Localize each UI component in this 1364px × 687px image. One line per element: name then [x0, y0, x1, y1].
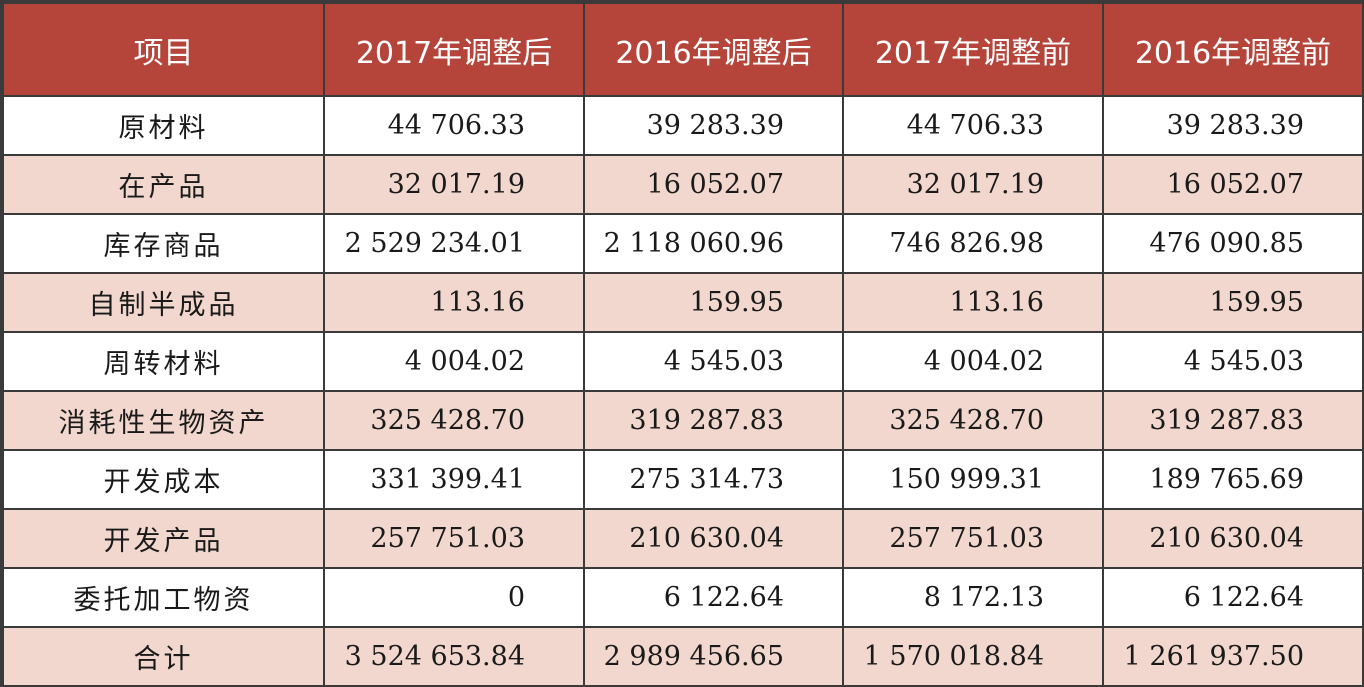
- total-label: 合计: [2, 626, 325, 687]
- cell-2017-before: 325 428.70: [842, 390, 1104, 451]
- header-2016-before: 2016年调整前: [1102, 2, 1364, 97]
- header-2017-before: 2017年调整前: [842, 2, 1104, 97]
- cell-2016-after: 210 630.04: [583, 508, 844, 569]
- row-item-label: 消耗性生物资产: [2, 390, 325, 451]
- cell-2017-after: 113.16: [323, 272, 585, 333]
- cell-2017-before: 150 999.31: [842, 449, 1104, 510]
- row-item-label: 周转材料: [2, 331, 325, 392]
- row-item-label: 自制半成品: [2, 272, 325, 333]
- table-row: 委托加工物资 0 6 122.64 8 172.13 6 122.64: [2, 567, 1364, 628]
- cell-2016-after: 2 118 060.96: [583, 213, 844, 274]
- cell-2017-before: 44 706.33: [842, 95, 1104, 156]
- cell-2017-before: 8 172.13: [842, 567, 1104, 628]
- table-header: 项目 2017年调整后 2016年调整后 2017年调整前 2016年调整前: [2, 2, 1364, 97]
- cell-2017-after: 0: [323, 567, 585, 628]
- cell-2016-after: 159.95: [583, 272, 844, 333]
- cell-2016-before: 189 765.69: [1102, 449, 1364, 510]
- cell-2016-after: 4 545.03: [583, 331, 844, 392]
- total-row: 合计 3 524 653.84 2 989 456.65 1 570 018.8…: [2, 626, 1364, 687]
- cell-2016-before: 4 545.03: [1102, 331, 1364, 392]
- cell-2017-after: 2 529 234.01: [323, 213, 585, 274]
- row-item-label: 在产品: [2, 154, 325, 215]
- header-row: 项目 2017年调整后 2016年调整后 2017年调整前 2016年调整前: [2, 2, 1364, 97]
- cell-2017-before: 113.16: [842, 272, 1104, 333]
- table-row: 开发产品 257 751.03 210 630.04 257 751.03 21…: [2, 508, 1364, 569]
- cell-2017-after: 325 428.70: [323, 390, 585, 451]
- row-item-label: 开发产品: [2, 508, 325, 569]
- cell-2016-after: 16 052.07: [583, 154, 844, 215]
- total-2016-after: 2 989 456.65: [583, 626, 844, 687]
- cell-2017-before: 4 004.02: [842, 331, 1104, 392]
- cell-2017-before: 32 017.19: [842, 154, 1104, 215]
- cell-2017-before: 257 751.03: [842, 508, 1104, 569]
- table-body: 原材料 44 706.33 39 283.39 44 706.33 39 283…: [2, 95, 1364, 687]
- header-item: 项目: [2, 2, 325, 97]
- row-item-label: 原材料: [2, 95, 325, 156]
- cell-2017-after: 44 706.33: [323, 95, 585, 156]
- table-row: 开发成本 331 399.41 275 314.73 150 999.31 18…: [2, 449, 1364, 510]
- cell-2016-before: 159.95: [1102, 272, 1364, 333]
- cell-2016-before: 319 287.83: [1102, 390, 1364, 451]
- header-2016-after: 2016年调整后: [583, 2, 844, 97]
- cell-2017-after: 32 017.19: [323, 154, 585, 215]
- total-2017-after: 3 524 653.84: [323, 626, 585, 687]
- total-2017-before: 1 570 018.84: [842, 626, 1104, 687]
- table-row: 消耗性生物资产 325 428.70 319 287.83 325 428.70…: [2, 390, 1364, 451]
- table-row: 原材料 44 706.33 39 283.39 44 706.33 39 283…: [2, 95, 1364, 156]
- table-row: 在产品 32 017.19 16 052.07 32 017.19 16 052…: [2, 154, 1364, 215]
- table-row: 库存商品 2 529 234.01 2 118 060.96 746 826.9…: [2, 213, 1364, 274]
- header-2017-after: 2017年调整后: [323, 2, 585, 97]
- table-row: 自制半成品 113.16 159.95 113.16 159.95: [2, 272, 1364, 333]
- cell-2017-after: 331 399.41: [323, 449, 585, 510]
- cell-2016-after: 6 122.64: [583, 567, 844, 628]
- table-row: 周转材料 4 004.02 4 545.03 4 004.02 4 545.03: [2, 331, 1364, 392]
- cell-2016-before: 6 122.64: [1102, 567, 1364, 628]
- cell-2017-after: 4 004.02: [323, 331, 585, 392]
- cell-2016-before: 16 052.07: [1102, 154, 1364, 215]
- total-2016-before: 1 261 937.50: [1102, 626, 1364, 687]
- row-item-label: 委托加工物资: [2, 567, 325, 628]
- cell-2016-before: 39 283.39: [1102, 95, 1364, 156]
- row-item-label: 开发成本: [2, 449, 325, 510]
- cell-2016-before: 210 630.04: [1102, 508, 1364, 569]
- cell-2016-after: 275 314.73: [583, 449, 844, 510]
- cell-2016-after: 319 287.83: [583, 390, 844, 451]
- cell-2016-before: 476 090.85: [1102, 213, 1364, 274]
- cell-2017-before: 746 826.98: [842, 213, 1104, 274]
- cell-2017-after: 257 751.03: [323, 508, 585, 569]
- cell-2016-after: 39 283.39: [583, 95, 844, 156]
- row-item-label: 库存商品: [2, 213, 325, 274]
